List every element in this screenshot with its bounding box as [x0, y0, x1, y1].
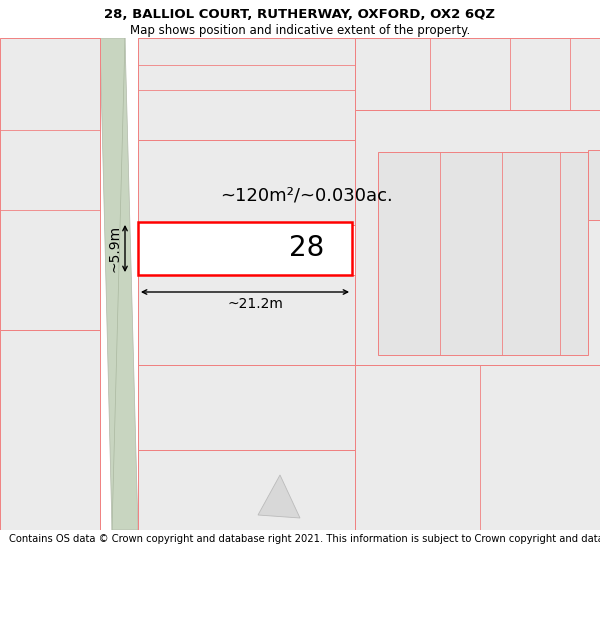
Text: 28, BALLIOL COURT, RUTHERWAY, OXFORD, OX2 6QZ: 28, BALLIOL COURT, RUTHERWAY, OXFORD, OX…: [104, 8, 496, 21]
Polygon shape: [355, 365, 600, 530]
Polygon shape: [0, 38, 100, 330]
Polygon shape: [355, 38, 600, 110]
Polygon shape: [138, 365, 355, 450]
Polygon shape: [0, 330, 100, 530]
Polygon shape: [378, 152, 588, 355]
Polygon shape: [258, 475, 300, 518]
Polygon shape: [138, 275, 355, 365]
Text: ~21.2m: ~21.2m: [227, 297, 283, 311]
Polygon shape: [138, 38, 355, 140]
Polygon shape: [355, 110, 600, 365]
Polygon shape: [138, 140, 355, 225]
Polygon shape: [100, 38, 138, 530]
Text: 28: 28: [289, 234, 325, 262]
Polygon shape: [588, 150, 600, 220]
Text: ~120m²/~0.030ac.: ~120m²/~0.030ac.: [220, 186, 393, 204]
Polygon shape: [138, 222, 352, 275]
Text: ~5.9m: ~5.9m: [107, 225, 121, 272]
Text: Map shows position and indicative extent of the property.: Map shows position and indicative extent…: [130, 24, 470, 37]
Polygon shape: [138, 450, 355, 530]
Text: Contains OS data © Crown copyright and database right 2021. This information is : Contains OS data © Crown copyright and d…: [9, 534, 600, 544]
